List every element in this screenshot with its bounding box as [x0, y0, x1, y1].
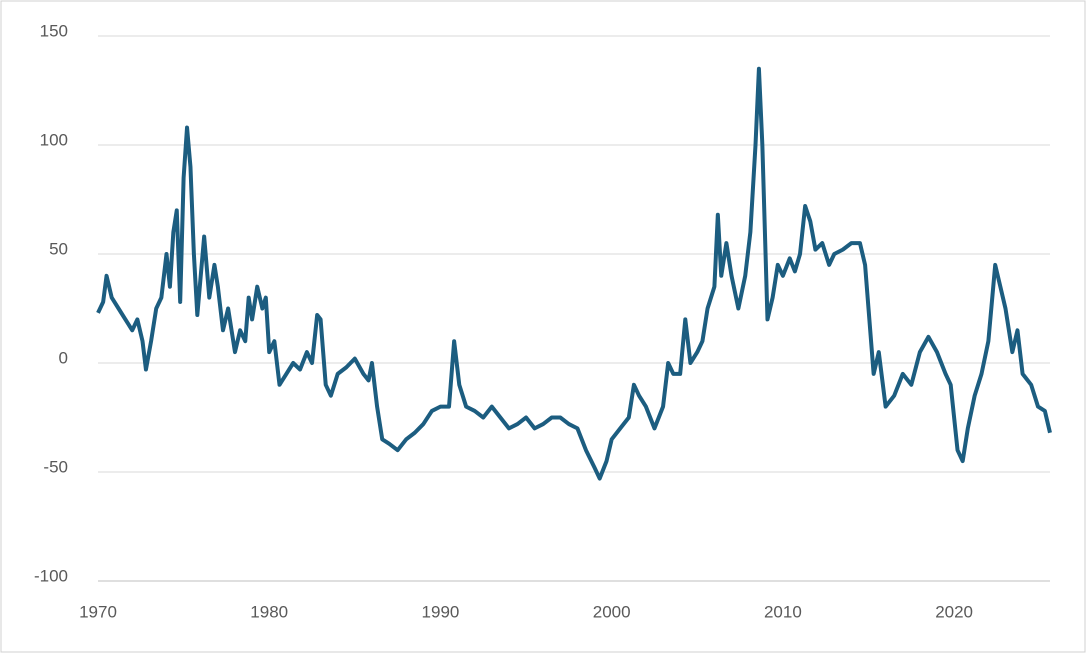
- x-tick-label: 1990: [422, 602, 460, 621]
- y-tick-label: 100: [40, 130, 68, 149]
- y-tick-label: 50: [49, 239, 68, 258]
- y-tick-label: -100: [34, 566, 68, 585]
- y-tick-label: 0: [59, 348, 68, 367]
- x-tick-label: 2000: [593, 602, 631, 621]
- line-series: [96, 66, 1052, 481]
- x-tick-label: 1970: [79, 602, 117, 621]
- x-tick-label: 2010: [764, 602, 802, 621]
- x-tick-label: 1980: [250, 602, 288, 621]
- y-tick-label: 150: [40, 21, 68, 40]
- y-tick-label: -50: [43, 457, 68, 476]
- x-tick-label: 2020: [935, 602, 973, 621]
